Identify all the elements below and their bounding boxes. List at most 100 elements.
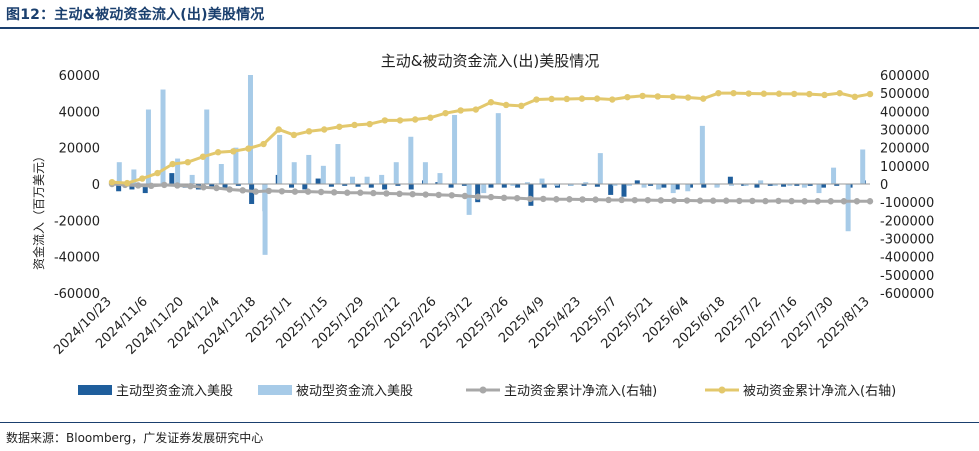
active-bar: [541, 184, 547, 188]
y-tick-label: 60000: [59, 69, 100, 84]
active-bar: [209, 184, 215, 188]
passive-cum-point: [487, 99, 495, 106]
active-bar: [142, 184, 148, 194]
active-bar: [754, 184, 760, 188]
active-cum-point: [683, 197, 691, 204]
passive-bar: [729, 184, 735, 186]
active-cum-point: [383, 190, 390, 197]
active-cum-point: [396, 190, 403, 198]
passive-bar: [247, 75, 253, 184]
active-cum-point: [814, 198, 821, 205]
active-cum-point: [161, 181, 168, 189]
passive-cum-point: [639, 92, 646, 100]
active-bar: [528, 184, 534, 206]
active-cum-point: [409, 190, 416, 198]
passive-cum-point: [669, 93, 677, 101]
legend-swatch: [258, 385, 292, 395]
passive-bar: [510, 184, 516, 186]
active-bar: [807, 184, 813, 186]
active-bar: [488, 184, 494, 188]
y2-tick-label: 400000: [880, 105, 930, 120]
active-cum-point: [840, 198, 848, 205]
legend: 主动型资金流入美股 被动型资金流入美股 主动资金累计净流入(右轴) 被动资金累计净流入…: [78, 383, 896, 399]
active-cum-point: [487, 193, 495, 201]
passive-bar: [408, 136, 414, 184]
active-cum-point: [657, 197, 665, 204]
passive-bar: [160, 89, 166, 184]
active-cum-point: [723, 197, 730, 204]
active-cum-point: [187, 182, 194, 190]
passive-bar: [612, 184, 618, 186]
passive-bar: [481, 184, 487, 194]
passive-bar: [656, 184, 662, 190]
active-cum-point: [853, 198, 861, 205]
active-cum-point: [448, 192, 455, 199]
y2-tick-label: -600000: [880, 287, 934, 302]
passive-bar: [539, 178, 545, 184]
active-cum-point: [866, 198, 874, 205]
passive-cum-point: [624, 93, 631, 101]
y-tick-label: -20000: [54, 214, 100, 229]
passive-cum-point: [502, 101, 510, 109]
passive-cum-point: [609, 96, 616, 103]
active-bar: [222, 184, 228, 190]
passive-bar: [583, 182, 589, 184]
y2-tick-label: 100000: [880, 160, 930, 175]
active-bar: [355, 184, 361, 187]
active-cum-point: [566, 196, 573, 203]
active-cum-point: [762, 197, 769, 205]
passive-bar: [204, 109, 210, 184]
active-cum-point: [200, 184, 207, 191]
active-bar: [727, 176, 733, 184]
active-bar: [608, 184, 614, 195]
active-bar: [581, 184, 587, 186]
active-cum-point: [696, 197, 704, 204]
passive-bar: [495, 113, 501, 184]
passive-cum-point: [760, 90, 768, 97]
passive-bar: [437, 173, 443, 184]
passive-cum-point: [730, 89, 737, 97]
passive-bar: [626, 184, 632, 186]
passive-bar: [743, 184, 749, 186]
passive-cum-point: [412, 116, 419, 123]
active-cum-point: [226, 186, 233, 193]
passive-cum-line: [111, 91, 871, 185]
active-cum-point: [265, 187, 273, 195]
passive-cum-point: [321, 126, 328, 133]
active-cum-point: [592, 196, 599, 203]
title-rule: [0, 27, 979, 29]
passive-cum-point: [866, 90, 874, 98]
active-cum-point: [213, 184, 220, 192]
passive-bar: [277, 134, 283, 184]
active-bar: [116, 184, 122, 192]
y2-tick-label: -300000: [880, 233, 934, 248]
y2-tick-label: -500000: [880, 269, 934, 284]
passive-cum-point: [821, 91, 828, 99]
passive-cum-point: [336, 123, 343, 130]
passive-cum-point: [654, 93, 661, 100]
source-note: 数据来源：Bloomberg，广发证券发展研究中心: [6, 431, 264, 445]
passive-cum-point: [806, 90, 813, 98]
active-cum-point: [775, 197, 782, 205]
active-cum-point: [527, 195, 534, 203]
passive-cum-point: [715, 89, 722, 97]
passive-bar: [816, 184, 822, 194]
passive-cum-point: [381, 117, 389, 124]
active-cum-point: [709, 197, 717, 204]
active-bar: [315, 178, 321, 184]
active-bar: [767, 184, 773, 186]
passive-cum-point: [396, 117, 404, 124]
y2-tick-label: 300000: [880, 124, 930, 139]
passive-bar: [860, 149, 866, 184]
y-tick-label: 20000: [59, 142, 100, 157]
active-cum-point: [670, 197, 678, 204]
passive-bar: [291, 162, 297, 184]
chart: 主动&被动资金流入(出)美股情况 6000040000200000-20000-…: [31, 52, 934, 399]
active-bar: [501, 184, 507, 188]
active-bar: [249, 184, 255, 204]
passive-bar: [175, 158, 181, 184]
y2-tick-label: -200000: [880, 214, 934, 229]
passive-bar: [524, 182, 530, 184]
active-cum-point: [801, 198, 808, 205]
passive-cum-point: [169, 160, 176, 168]
